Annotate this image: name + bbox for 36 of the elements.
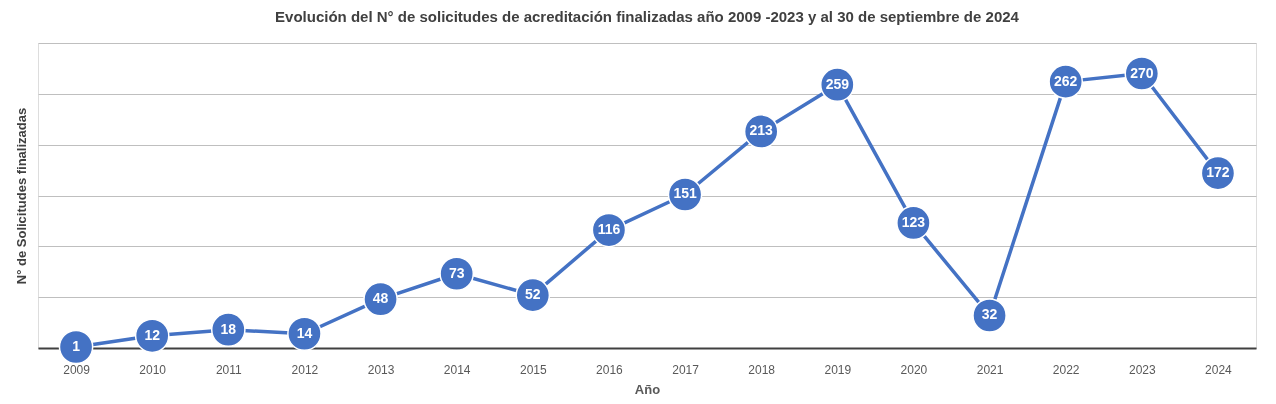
x-tick-label: 2015 — [519, 362, 547, 377]
data-label: 259 — [825, 75, 850, 92]
x-tick-label: 2023 — [1128, 362, 1156, 377]
data-label: 18 — [220, 320, 237, 337]
x-tick-label: 2012 — [291, 362, 319, 377]
data-label: 213 — [749, 122, 774, 139]
data-label: 123 — [901, 213, 926, 230]
data-label: 262 — [1054, 72, 1078, 89]
data-label: 12 — [144, 326, 161, 343]
data-label: 116 — [597, 221, 621, 238]
x-tick-label: 2011 — [215, 362, 243, 377]
x-tick-label: 2020 — [900, 362, 928, 377]
x-tick-label: 2019 — [824, 362, 852, 377]
chart-title: Evolución del N° de solicitudes de acreditación finalizadas año 2009 -2023 y al 30 de septiembre de 2024 — [275, 8, 1020, 25]
point — [58, 329, 94, 365]
data-label: 52 — [525, 286, 541, 303]
x-tick-label: 2017 — [672, 362, 700, 377]
x-tick-label: 2024 — [1205, 362, 1233, 377]
y-axis-title: N° de Solicitudes finalizadas — [13, 107, 29, 285]
data-label: 48 — [372, 290, 389, 307]
data-label: 1 — [72, 337, 81, 354]
data-label: 270 — [1130, 64, 1154, 81]
x-tick-label: 2013 — [367, 362, 395, 377]
data-label: 73 — [448, 264, 465, 281]
data-label: 151 — [673, 185, 697, 202]
x-tick-label: 2009 — [63, 362, 91, 377]
x-axis-title: Año — [634, 381, 661, 397]
x-tick-label: 2010 — [139, 362, 167, 377]
data-label: 32 — [981, 306, 998, 323]
x-tick-label: 2014 — [443, 362, 471, 377]
x-tick-label: 2016 — [596, 362, 624, 377]
x-tick-label: 2021 — [976, 362, 1004, 377]
data-label: 172 — [1206, 164, 1230, 181]
x-tick-label: 2018 — [748, 362, 776, 377]
data-label: 14 — [296, 324, 313, 341]
x-tick-label: 2022 — [1052, 362, 1080, 377]
